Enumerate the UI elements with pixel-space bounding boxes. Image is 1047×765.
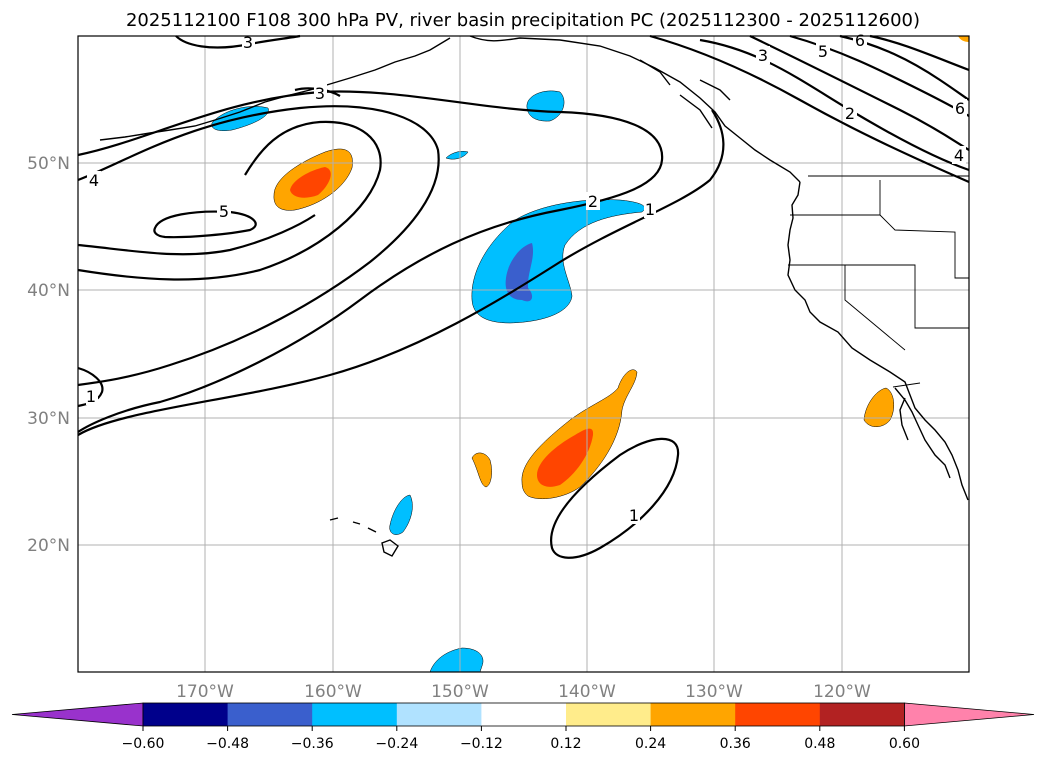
pv-label: 2: [588, 192, 598, 211]
precip-blob-negative-core: [505, 243, 534, 302]
lon-label-140w: 140°W: [558, 682, 616, 702]
coast-aleutians: [99, 37, 451, 141]
colorbar-segment: [650, 703, 736, 726]
pv-label: 3: [315, 84, 325, 103]
colorbar-segment: [227, 703, 313, 726]
coast-alaska-islands: [639, 59, 731, 129]
precip-blob-positive-nw-core: [290, 167, 331, 198]
figure-title: 2025112100 F108 300 hPa PV, river basin …: [126, 10, 920, 31]
pv-label: 1: [629, 506, 639, 525]
pv-contour-ne-6: [839, 34, 970, 101]
colorbar-extend-high: [904, 702, 1035, 727]
colorbar-segment: [143, 703, 229, 726]
border-us-mexico: [892, 382, 921, 388]
colorbar-segment: [566, 703, 652, 726]
colorbar-segment: [735, 703, 821, 726]
lat-label-30n: 30°N: [27, 409, 70, 429]
coast-hawaii: [329, 517, 399, 557]
lat-label-20n: 20°N: [27, 536, 70, 556]
lon-labels: 170°W 160°W 150°W 140°W 130°W 120°W: [176, 682, 871, 702]
lon-label-130w: 130°W: [685, 682, 743, 702]
pv-label: 3: [243, 33, 253, 52]
coast-us-west: [787, 181, 969, 501]
colorbar-tick-label: −0.24: [375, 736, 418, 752]
pv-label: 3: [758, 46, 768, 65]
colorbar-tick-label: 0.36: [720, 736, 751, 752]
pv-contour-4: [77, 120, 382, 281]
colorbar-segment: [819, 703, 905, 726]
border-state-or-ca: [788, 264, 969, 329]
pv-contour-5-ring: [153, 210, 257, 239]
pv-contour-2: [77, 105, 440, 387]
border-state-id: [879, 214, 969, 279]
pv-label: 6: [955, 99, 965, 118]
precip-blob-negative-n: [526, 90, 565, 122]
colorbar: −0.60 −0.48 −0.36 −0.24 −0.12 0.12 0.24 0.36 0.4…: [11, 702, 1035, 752]
pv-label: 5: [219, 202, 229, 221]
precip-blob-negative-hawaii: [389, 494, 413, 535]
lon-label-160w: 160°W: [304, 682, 362, 702]
colorbar-segment: [312, 703, 398, 726]
pv-label: 1: [86, 387, 96, 406]
precip-blob-positive-central-core: [537, 428, 594, 487]
colorbar-tick-label: −0.48: [206, 736, 249, 752]
pv-contour-ne-4: [749, 35, 970, 151]
map-frame: [77, 35, 970, 673]
precip-blob-positive-small: [471, 452, 492, 488]
precip-blob-positive-baja: [863, 387, 894, 427]
lon-label-170w: 170°W: [176, 682, 234, 702]
pv-label: 5: [818, 42, 828, 61]
pv-label: 6: [855, 31, 865, 50]
lat-label-40n: 40°N: [27, 281, 70, 301]
colorbar-tick-label: 0.24: [635, 736, 666, 752]
colorbar-tick-label: 0.60: [889, 736, 920, 752]
pv-label: 4: [954, 146, 964, 165]
border-state-ca-nv: [844, 265, 906, 351]
pv-contour-closed-1: [550, 437, 680, 559]
colorbar-frame: [142, 702, 905, 727]
colorbar-tick-label: 0.12: [550, 736, 581, 752]
coast-alaska-south: [469, 35, 801, 183]
lat-labels: 50°N 40°N 30°N 20°N: [27, 154, 70, 556]
colorbar-tick-label: −0.36: [291, 736, 334, 752]
colorbar-extend-low: [11, 702, 144, 727]
coast-baja: [894, 387, 951, 479]
pv-label: 2: [845, 104, 855, 123]
colorbar-tick-label: 0.48: [804, 736, 835, 752]
colorbar-segment: [481, 703, 567, 726]
pv-contour-long-1: [77, 109, 725, 436]
pv-label: 4: [89, 171, 99, 190]
precip-blob-positive-ne-corner: [958, 36, 969, 42]
precip-blob-negative-south: [429, 647, 484, 673]
map-background: [78, 36, 969, 672]
precip-shading: [211, 36, 969, 673]
lon-label-150w: 150°W: [431, 682, 489, 702]
lon-label-120w: 120°W: [813, 682, 871, 702]
pv-contour-labels: 3 3 5 4 1 2 1 1 3 5 6 2 6 4: [86, 31, 967, 525]
borders: [788, 175, 969, 388]
map-panel: 3 3 5 4 1 2 1 1 3 5 6 2 6 4: [77, 31, 970, 673]
pv-contour-ne-7: [869, 34, 970, 72]
pv-label: 1: [645, 200, 655, 219]
colorbar-tick-label: −0.60: [122, 736, 165, 752]
colorbar-segment: [396, 703, 482, 726]
coastlines: [99, 35, 969, 557]
pv-contour-ne-3: [649, 34, 970, 184]
colorbar-tick-label: −0.12: [460, 736, 503, 752]
precip-blob-negative-tiny: [445, 151, 469, 160]
graticule: [78, 36, 969, 672]
lat-label-50n: 50°N: [27, 154, 70, 174]
pv-contour-3: [77, 214, 316, 256]
